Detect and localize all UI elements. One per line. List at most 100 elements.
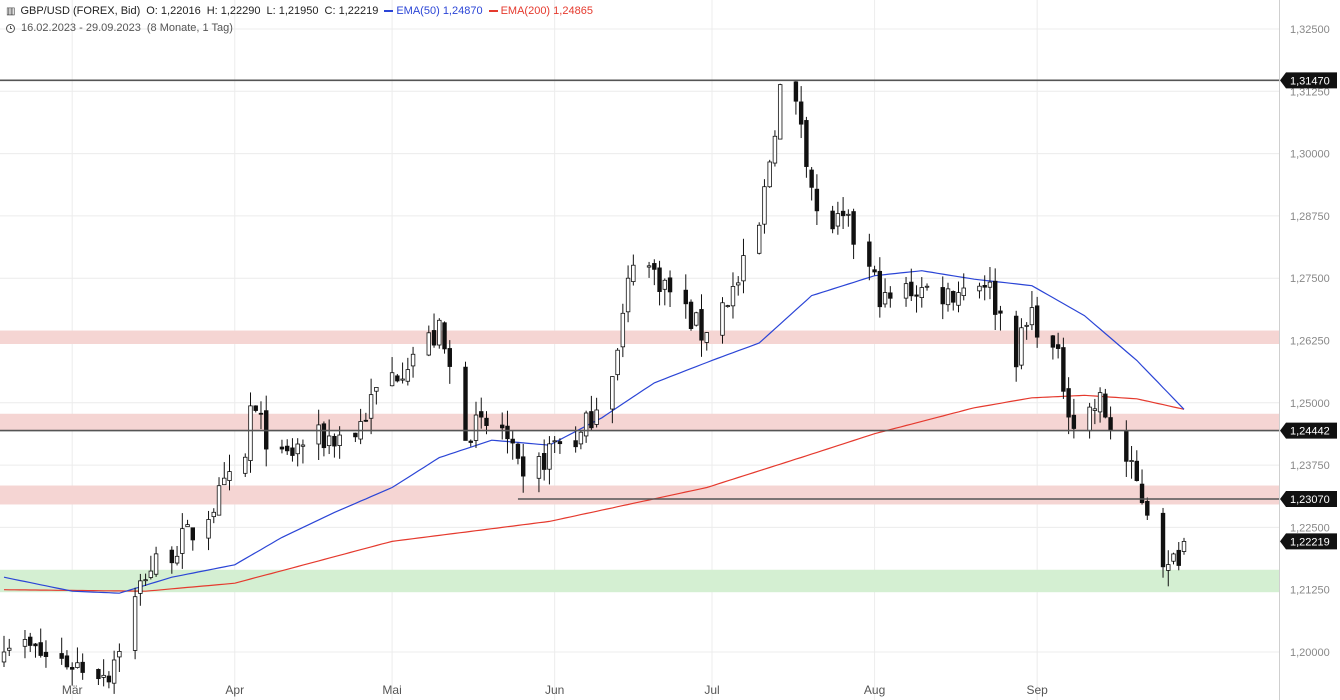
- candle-body: [326, 435, 332, 447]
- candle: [468, 439, 473, 447]
- candle-body: [940, 287, 945, 305]
- candle: [258, 401, 264, 430]
- candle-body: [1066, 388, 1071, 418]
- candle-body: [59, 653, 64, 659]
- candle-body: [28, 636, 33, 646]
- candle: [117, 643, 122, 672]
- candle: [846, 209, 851, 227]
- candle-body: [101, 674, 106, 678]
- candle: [982, 275, 987, 301]
- candle-body: [1050, 335, 1056, 348]
- candle-body: [353, 432, 358, 438]
- candle-body: [961, 287, 966, 296]
- candle: [279, 439, 285, 454]
- candle: [793, 81, 799, 115]
- candle: [625, 265, 631, 323]
- candle: [1134, 450, 1139, 482]
- y-tick-label: 1,21250: [1290, 585, 1330, 597]
- candle: [867, 233, 872, 281]
- candle-body: [699, 309, 704, 341]
- candle: [316, 409, 321, 461]
- candle-body: [253, 405, 258, 411]
- candle-body: [725, 305, 730, 307]
- candle: [353, 432, 358, 443]
- candle: [521, 443, 526, 493]
- candle: [148, 555, 154, 580]
- candle: [174, 545, 180, 566]
- candle: [1160, 507, 1166, 578]
- candle-body: [547, 443, 552, 470]
- candle-body: [809, 169, 814, 188]
- ema50-legend[interactable]: EMA(50) 1,24870: [384, 5, 483, 17]
- candle: [620, 303, 626, 358]
- candle: [903, 276, 909, 307]
- x-tick-label: Apr: [225, 683, 244, 697]
- candle-body: [620, 312, 626, 348]
- candle: [615, 347, 620, 381]
- candle: [814, 174, 820, 225]
- candle: [762, 179, 767, 234]
- candle-body: [1092, 408, 1098, 411]
- candle-body: [1166, 564, 1171, 571]
- candle-body: [1071, 414, 1077, 429]
- candle-body: [1160, 512, 1166, 568]
- candle: [59, 637, 64, 665]
- candle: [657, 260, 662, 306]
- candle: [688, 299, 694, 331]
- candle-body: [536, 456, 542, 479]
- candle-body: [625, 277, 631, 313]
- candle: [7, 638, 12, 657]
- candle: [977, 282, 982, 299]
- price-zones: [0, 330, 1279, 593]
- candle: [332, 433, 337, 458]
- current-price-label: 1,22219: [1280, 533, 1337, 550]
- candle: [64, 650, 70, 670]
- candle-body: [594, 409, 599, 425]
- candle-body: [211, 511, 216, 518]
- candle: [536, 452, 542, 493]
- candle: [132, 587, 138, 660]
- candle-body: [222, 477, 227, 486]
- candle: [1024, 322, 1029, 340]
- candle-body: [924, 285, 930, 288]
- candle-body: [615, 349, 620, 376]
- ema200-legend[interactable]: EMA(200) 1,24865: [488, 5, 593, 17]
- candle: [987, 267, 993, 300]
- candle: [877, 257, 883, 318]
- candle: [1166, 550, 1171, 587]
- candle-body: [578, 431, 584, 445]
- candle-body: [521, 456, 526, 477]
- candle: [1103, 388, 1108, 419]
- candle-body: [153, 553, 159, 575]
- candle: [211, 508, 216, 524]
- level-price-label-2-bg: [1280, 490, 1337, 507]
- candle: [290, 438, 295, 462]
- x-tick-label: Mai: [382, 683, 401, 697]
- candle-body: [174, 555, 180, 564]
- candle: [951, 290, 956, 311]
- candle-body: [258, 412, 264, 415]
- resistance-zone-0: [0, 330, 1279, 344]
- candle: [652, 259, 657, 286]
- candle: [227, 454, 232, 491]
- candle: [437, 318, 442, 349]
- candle: [1019, 318, 1024, 370]
- candle-body: [872, 269, 877, 273]
- candle-body: [437, 319, 442, 346]
- candle-body: [43, 651, 49, 657]
- candle-body: [741, 255, 746, 282]
- ema200-legend-label: EMA(200): [500, 5, 551, 17]
- candle: [998, 305, 1003, 331]
- candle: [594, 397, 599, 428]
- candle-body: [148, 570, 154, 578]
- candle: [730, 272, 736, 319]
- candle-body: [694, 312, 699, 326]
- candle: [667, 270, 673, 307]
- x-tick-label: Mär: [62, 683, 83, 697]
- candle: [222, 462, 227, 486]
- candle-body: [851, 211, 856, 245]
- candle-body: [132, 596, 138, 651]
- candle-body: [688, 301, 694, 329]
- candle-body: [977, 285, 982, 292]
